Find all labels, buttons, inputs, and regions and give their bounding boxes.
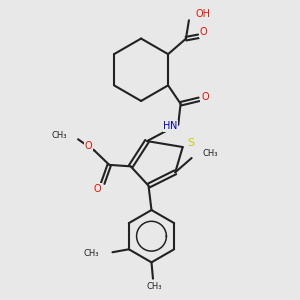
Text: O: O: [200, 27, 208, 37]
Text: O: O: [85, 141, 92, 151]
Text: O: O: [201, 92, 209, 102]
Text: O: O: [94, 184, 101, 194]
Text: OH: OH: [196, 9, 211, 19]
Text: CH₃: CH₃: [203, 149, 218, 158]
Text: CH₃: CH₃: [51, 131, 67, 140]
Text: H: H: [163, 121, 171, 131]
Text: N: N: [170, 121, 178, 131]
Text: CH₃: CH₃: [147, 282, 162, 291]
Text: S: S: [188, 139, 195, 148]
Text: CH₃: CH₃: [84, 249, 99, 258]
